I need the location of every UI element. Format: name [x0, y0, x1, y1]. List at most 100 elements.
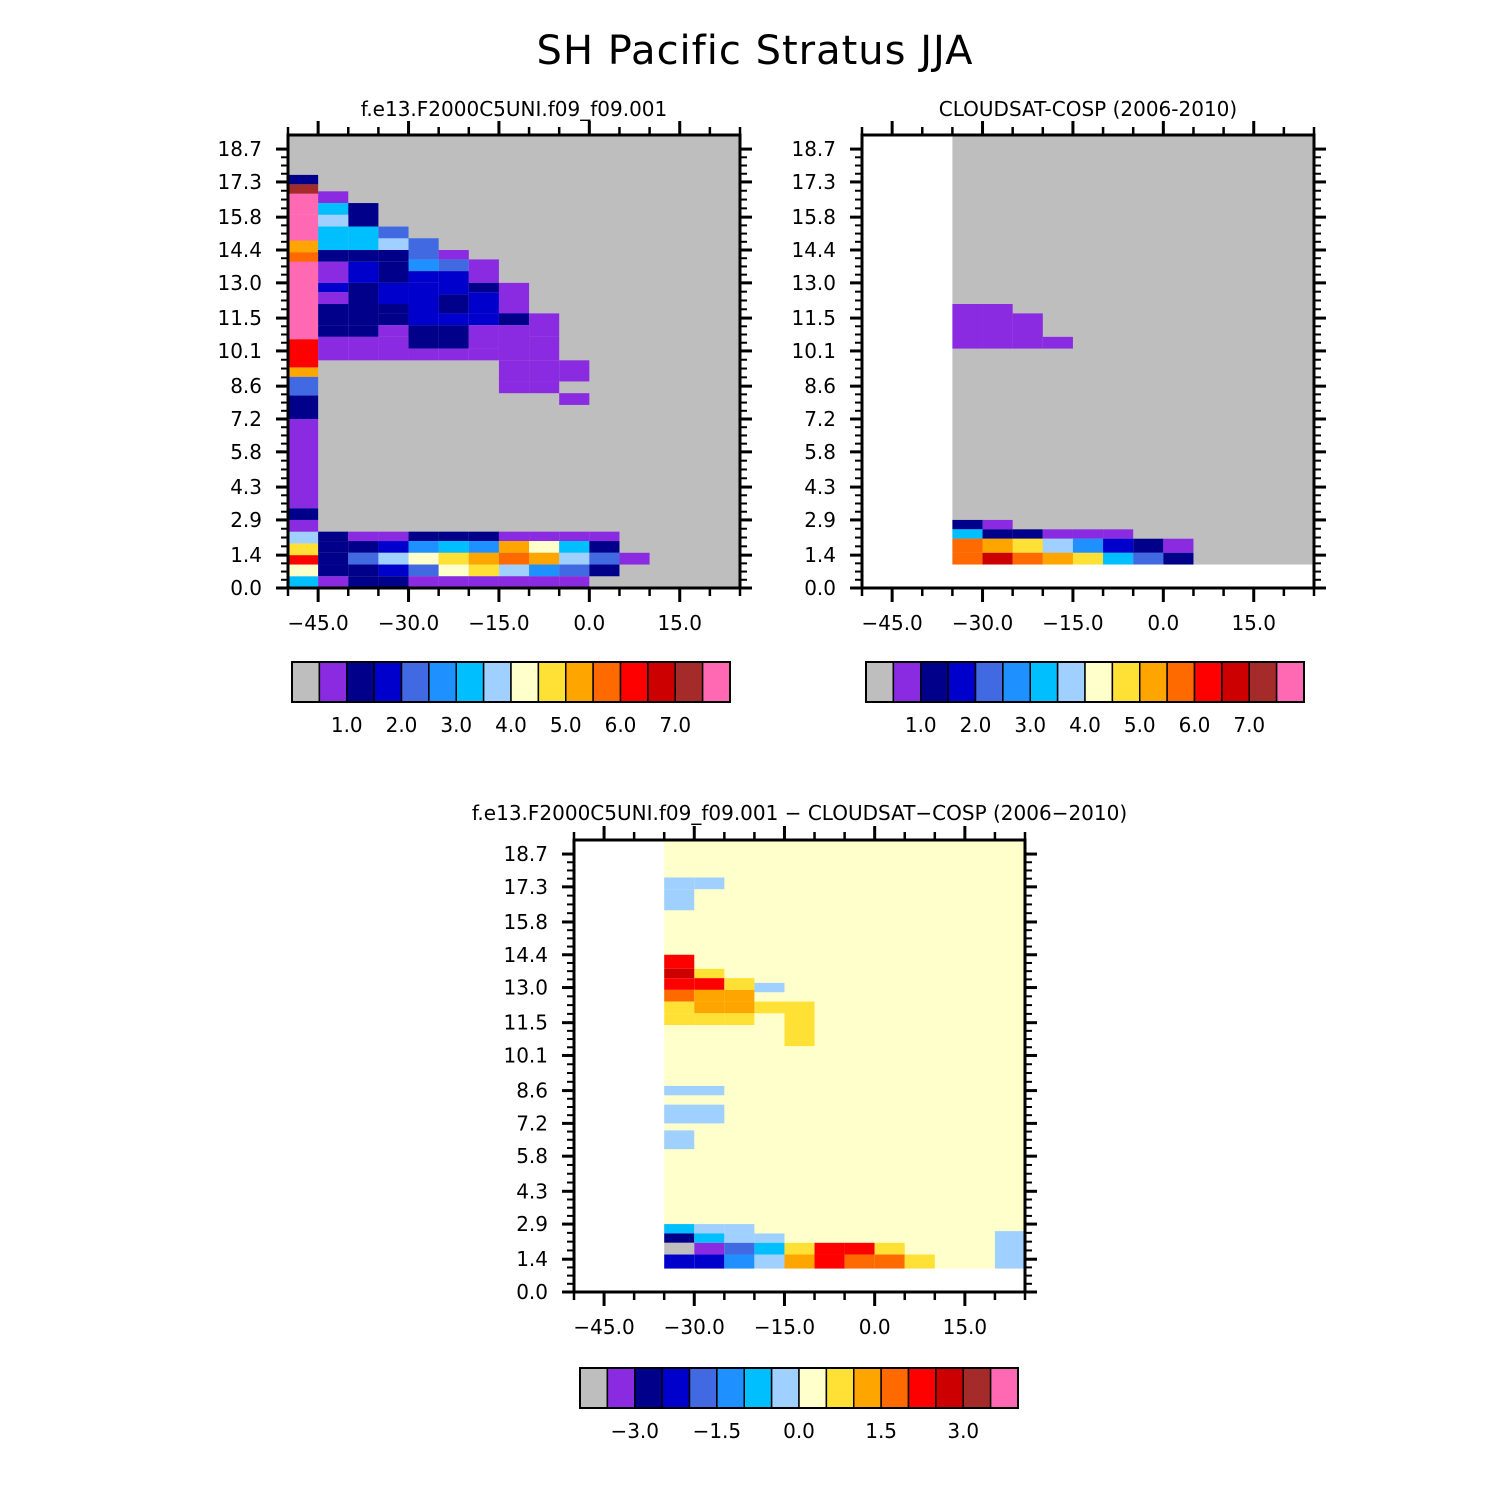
data-cell: [318, 226, 349, 251]
data-cell: [844, 1242, 875, 1255]
data-cell: [438, 564, 469, 577]
data-cell: [348, 336, 379, 361]
x-tick-label: 0.0: [573, 611, 605, 635]
data-cell: [408, 259, 439, 272]
colorbar-box: [428, 661, 457, 703]
data-cell: [1012, 538, 1043, 553]
y-tick-label: 2.9: [230, 508, 262, 532]
data-cell: [348, 564, 379, 577]
data-cell: [288, 395, 319, 420]
data-cell: [664, 1254, 695, 1269]
data-cell: [498, 564, 530, 577]
data-cell: [784, 1025, 815, 1047]
data-cell: [498, 381, 530, 394]
figure-title: SH Pacific Stratus JJA: [536, 28, 974, 74]
data-cell: [378, 226, 409, 239]
data-cell: [408, 348, 439, 361]
x-tick-label: −30.0: [664, 1315, 725, 1339]
data-cell: [754, 982, 785, 993]
colorbar-box: [291, 661, 321, 703]
data-cell: [438, 313, 469, 326]
colorbar-label: 0.0: [783, 1419, 815, 1443]
data-cell: [348, 303, 379, 326]
data-cell: [724, 989, 755, 1002]
data-cell: [994, 1231, 1025, 1269]
data-cell: [318, 576, 349, 588]
data-cell: [408, 238, 439, 260]
y-tick-label: 4.3: [230, 475, 262, 499]
data-cell: [1103, 552, 1134, 565]
data-cell: [559, 552, 590, 565]
x-tick-label: −30.0: [378, 611, 439, 635]
y-tick-label: 0.0: [804, 576, 836, 600]
data-cell: [754, 1233, 785, 1243]
colorbar-box: [1111, 661, 1141, 703]
data-cell: [348, 250, 379, 262]
colorbar-label: 1.0: [905, 713, 937, 737]
data-cell: [498, 531, 530, 542]
colorbar-label: 6.0: [1179, 713, 1211, 737]
data-cell: [694, 1001, 725, 1014]
data-cell: [438, 552, 469, 565]
data-cell: [694, 1242, 725, 1255]
data-cell: [664, 989, 695, 1002]
x-tick-label: −15.0: [754, 1315, 815, 1339]
colorbar-label: 5.0: [550, 713, 582, 737]
data-cell: [378, 250, 409, 262]
data-cell: [378, 303, 409, 314]
y-tick-label: 1.4: [516, 1247, 548, 1271]
data-cell: [952, 303, 983, 349]
data-cell: [754, 1242, 785, 1255]
data-cell: [288, 519, 319, 532]
data-cell: [664, 1013, 695, 1026]
colorbar-box: [1056, 661, 1086, 703]
colorbar-box: [674, 661, 704, 703]
data-cell: [784, 1242, 815, 1255]
data-cell: [1042, 529, 1073, 539]
colorbar-label: 2.0: [960, 713, 992, 737]
colorbar-box: [743, 1367, 773, 1409]
x-tick-label: 0.0: [859, 1315, 891, 1339]
data-cell: [1072, 529, 1104, 539]
data-cell: [378, 531, 409, 542]
data-cell: [784, 1254, 815, 1269]
data-cell: [498, 313, 530, 326]
x-tick-label: −30.0: [952, 611, 1013, 635]
y-tick-label: 1.4: [230, 543, 262, 567]
data-cell: [348, 203, 379, 227]
data-cell: [468, 292, 499, 314]
data-cell: [1012, 529, 1043, 539]
data-cell: [288, 564, 319, 577]
data-cell: [664, 889, 695, 911]
data-cell: [559, 393, 590, 405]
colorbar-box: [701, 661, 731, 703]
heatmap-panel-2: CLOUDSAT-COSP (2006-2010) −45.0 −30.0 −15.0…: [791, 97, 1326, 737]
data-cell: [288, 555, 319, 565]
data-cell: [952, 529, 983, 539]
data-cell: [694, 989, 725, 1002]
y-tick-label: 8.6: [230, 374, 262, 398]
colorbar-label: 7.0: [1233, 713, 1265, 737]
data-cell: [288, 367, 319, 377]
colorbar-box: [1002, 661, 1031, 703]
data-cell: [378, 541, 409, 553]
colorbar-label: 2.0: [386, 713, 418, 737]
data-cell: [529, 564, 560, 577]
colorbar-box: [974, 661, 1004, 703]
y-tick-label: 0.0: [230, 576, 262, 600]
data-cell: [348, 576, 379, 588]
heatmap-panel-1: f.e13.F2000C5UNI.f09_f09.001 −45.0 −30.0 −1…: [217, 97, 752, 737]
data-cell: [724, 1254, 755, 1269]
data-cell: [408, 541, 439, 553]
data-cell: [1133, 552, 1164, 565]
data-cell: [288, 240, 319, 253]
y-tick-label: 17.3: [791, 170, 836, 194]
colorbar-box: [989, 1367, 1019, 1409]
data-cell: [288, 193, 319, 215]
colorbar-box: [880, 1367, 910, 1409]
colorbar-box: [1221, 661, 1250, 703]
heatmap-panel-3: f.e13.F2000C5UNI.f09_f09.001 − CLOUDSAT−…: [472, 801, 1127, 1443]
data-cell: [318, 282, 349, 293]
data-cell: [318, 552, 349, 565]
data-cell: [468, 282, 499, 293]
